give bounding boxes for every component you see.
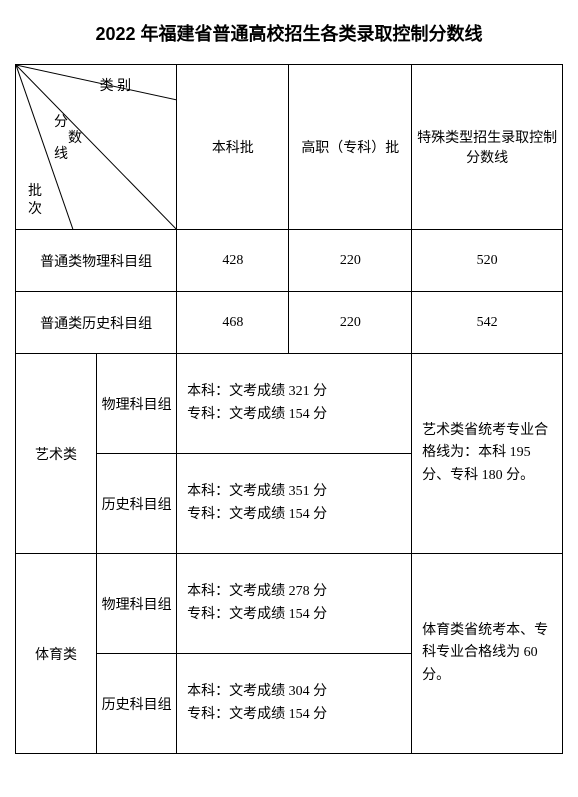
art-physics-scores: 本科：文考成绩 321 分 专科：文考成绩 154 分 (177, 354, 412, 454)
header-diagonal-cell: 类 别 分 数 线 批次 (16, 65, 177, 230)
header-col-special: 特殊类型招生录取控制分数线 (412, 65, 563, 230)
header-label-category: 类 别 (100, 75, 132, 95)
row-art-label: 艺术类 (16, 354, 97, 554)
sport-phy-benke: 本科：文考成绩 278 分 (187, 581, 407, 603)
sport-history-group: 历史科目组 (97, 654, 177, 754)
art-note: 艺术类省统考专业合格线为：本科 195 分、专科 180 分。 (412, 354, 563, 554)
row-sport-label: 体育类 (16, 554, 97, 754)
header-label-xian: 线 (54, 147, 68, 163)
row-history-gaozhi: 220 (289, 292, 412, 354)
row-physics-benke: 428 (177, 230, 289, 292)
sport-his-zhuanke: 专科：文考成绩 154 分 (187, 704, 407, 726)
art-phy-zhuanke: 专科：文考成绩 154 分 (187, 404, 407, 426)
art-his-benke: 本科：文考成绩 351 分 (187, 481, 407, 503)
header-label-batch: 批次 (28, 183, 42, 219)
header-col-benke: 本科批 (177, 65, 289, 230)
art-phy-benke: 本科：文考成绩 321 分 (187, 381, 407, 403)
art-history-group: 历史科目组 (97, 454, 177, 554)
header-col-gaozhi: 高职（专科）批 (289, 65, 412, 230)
header-label-fen: 分 (54, 115, 68, 131)
sport-phy-zhuanke: 专科：文考成绩 154 分 (187, 604, 407, 626)
row-physics-gaozhi: 220 (289, 230, 412, 292)
score-table: 类 别 分 数 线 批次 本科批 高职（专科）批 特殊类型招生录取控制分数线 普… (15, 64, 563, 754)
sport-physics-group: 物理科目组 (97, 554, 177, 654)
row-history-special: 542 (412, 292, 563, 354)
header-label-shu: 数 (68, 131, 82, 147)
sport-his-benke: 本科：文考成绩 304 分 (187, 681, 407, 703)
row-physics-label: 普通类物理科目组 (16, 230, 177, 292)
art-history-scores: 本科：文考成绩 351 分 专科：文考成绩 154 分 (177, 454, 412, 554)
art-his-zhuanke: 专科：文考成绩 154 分 (187, 504, 407, 526)
page-title: 2022 年福建省普通高校招生各类录取控制分数线 (15, 20, 563, 46)
row-history-label: 普通类历史科目组 (16, 292, 177, 354)
sport-history-scores: 本科：文考成绩 304 分 专科：文考成绩 154 分 (177, 654, 412, 754)
art-physics-group: 物理科目组 (97, 354, 177, 454)
sport-physics-scores: 本科：文考成绩 278 分 专科：文考成绩 154 分 (177, 554, 412, 654)
row-physics-special: 520 (412, 230, 563, 292)
row-history-benke: 468 (177, 292, 289, 354)
sport-note: 体育类省统考本、专科专业合格线为 60 分。 (412, 554, 563, 754)
